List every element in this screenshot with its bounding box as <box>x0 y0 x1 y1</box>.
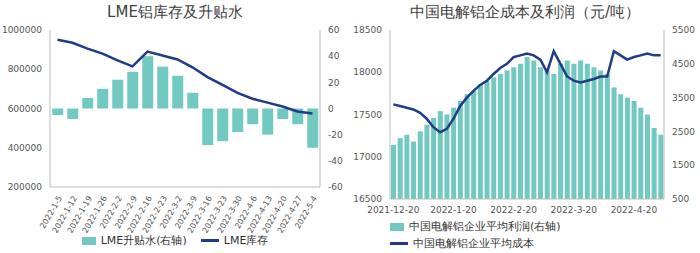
svg-text:4500: 4500 <box>672 59 692 69</box>
svg-text:-40: -40 <box>328 156 343 166</box>
html-text:LME库存: LME库存 <box>223 234 269 247</box>
svg-text:2022-5-4: 2022-5-4 <box>293 194 319 230</box>
svg-text:16500: 16500 <box>353 194 382 204</box>
svg-text:400000: 400000 <box>8 143 42 153</box>
svg-text:2022-2-2: 2022-2-2 <box>98 194 125 231</box>
svg-text:60: 60 <box>328 25 340 35</box>
svg-text:0: 0 <box>328 104 334 114</box>
svg-text:17500: 17500 <box>353 110 382 120</box>
svg-text:18500: 18500 <box>353 25 382 35</box>
svg-text:500: 500 <box>672 194 689 204</box>
html-text:LME铝库存及升贴水: LME铝库存及升贴水 <box>107 3 243 21</box>
svg-text:2500: 2500 <box>672 127 692 137</box>
html-text:中国电解铝企成本及利润（元/吨）: 中国电解铝企成本及利润（元/吨） <box>410 3 640 21</box>
svg-text:2022-3-20: 2022-3-20 <box>550 205 597 215</box>
svg-text:40: 40 <box>328 51 340 61</box>
svg-text:2022-3-9: 2022-3-9 <box>173 194 200 231</box>
svg-text:2022-4-20: 2022-4-20 <box>611 205 658 215</box>
svg-text:200000: 200000 <box>8 182 42 192</box>
svg-text:2021-12-20: 2021-12-20 <box>367 205 420 215</box>
svg-text:2022-3-2: 2022-3-2 <box>158 194 185 231</box>
svg-text:5500: 5500 <box>672 25 692 35</box>
svg-text:2022-1-20: 2022-1-20 <box>430 205 477 215</box>
svg-text:18000: 18000 <box>353 67 382 77</box>
svg-text:-20: -20 <box>328 130 343 140</box>
html-text:中国电解铝企业平均利润(右轴): 中国电解铝企业平均利润(右轴) <box>409 220 561 233</box>
svg-text:2022-4-6: 2022-4-6 <box>233 194 260 231</box>
svg-text:20: 20 <box>328 78 340 88</box>
svg-text:600000: 600000 <box>8 104 42 114</box>
svg-text:1000000: 1000000 <box>8 25 42 35</box>
svg-text:17000: 17000 <box>353 152 382 162</box>
svg-text:1500: 1500 <box>672 160 692 170</box>
svg-text:2022-1-5: 2022-1-5 <box>38 194 65 231</box>
svg-text:800000: 800000 <box>8 64 42 74</box>
svg-text:2022-2-9: 2022-2-9 <box>113 194 140 231</box>
html-text:中国电解铝企业平均成本: 中国电解铝企业平均成本 <box>413 237 534 250</box>
html-text:LME升贴水(右轴): LME升贴水(右轴) <box>100 234 187 247</box>
svg-text:2022-2-20: 2022-2-20 <box>490 205 537 215</box>
svg-text:-60: -60 <box>328 182 343 192</box>
svg-text:3500: 3500 <box>672 93 692 103</box>
